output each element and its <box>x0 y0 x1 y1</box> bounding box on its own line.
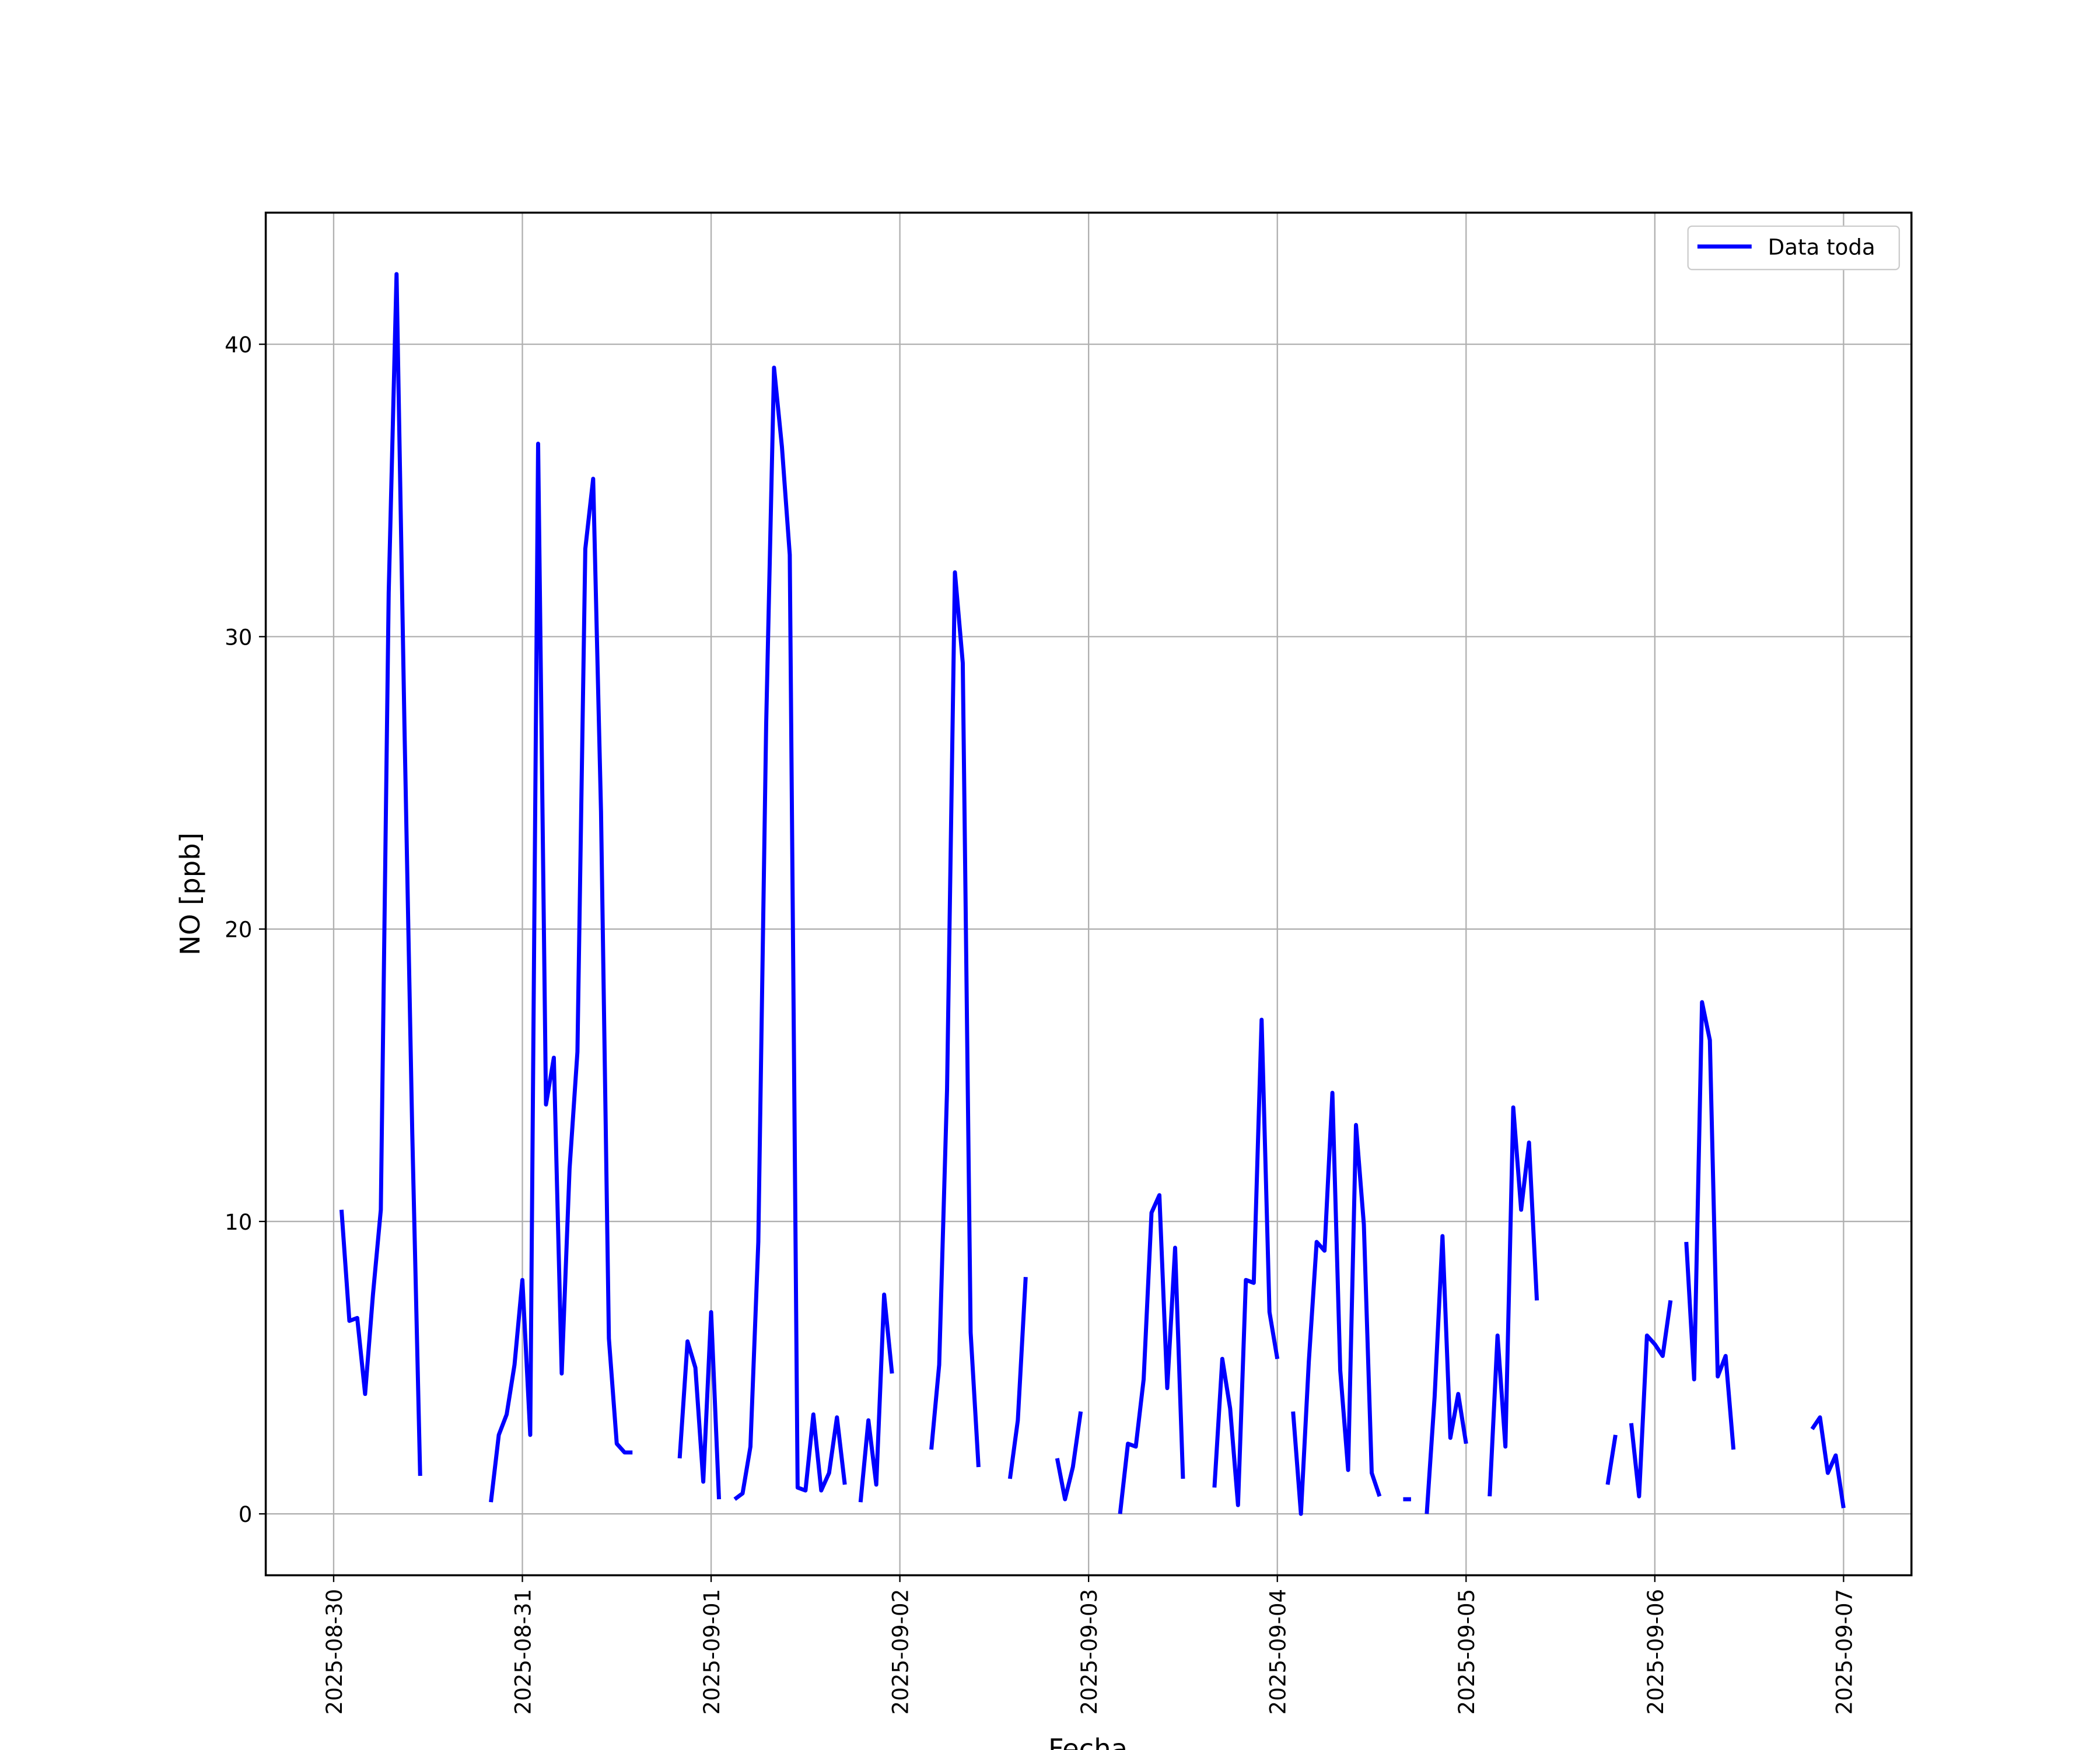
x-axis-label: Fecha <box>1048 1733 1128 1750</box>
x-tick-label: 2025-09-02 <box>888 1589 914 1715</box>
x-tick-label: 2025-09-05 <box>1454 1589 1479 1715</box>
y-tick-label: 20 <box>225 918 252 943</box>
x-tick-label: 2025-09-06 <box>1643 1589 1668 1715</box>
legend-label: Data toda <box>1768 235 1875 260</box>
x-tick-label: 2025-09-01 <box>699 1589 724 1715</box>
y-tick-label: 40 <box>225 332 252 358</box>
x-tick-label: 2025-08-30 <box>322 1589 347 1715</box>
x-tick-label: 2025-09-03 <box>1077 1589 1102 1715</box>
legend-box <box>1687 225 1901 271</box>
x-tick-label: 2025-09-04 <box>1266 1589 1291 1715</box>
y-tick-label: 10 <box>225 1210 252 1235</box>
y-tick-label: 0 <box>239 1502 253 1527</box>
y-axis-label: NO [ppb] <box>174 832 206 956</box>
plot-frame <box>264 211 1913 1577</box>
y-tick-label: 30 <box>225 625 252 650</box>
x-tick-label: 2025-09-07 <box>1832 1589 1857 1715</box>
x-tick-label: 2025-08-31 <box>510 1589 536 1715</box>
data-line <box>339 272 1846 1516</box>
